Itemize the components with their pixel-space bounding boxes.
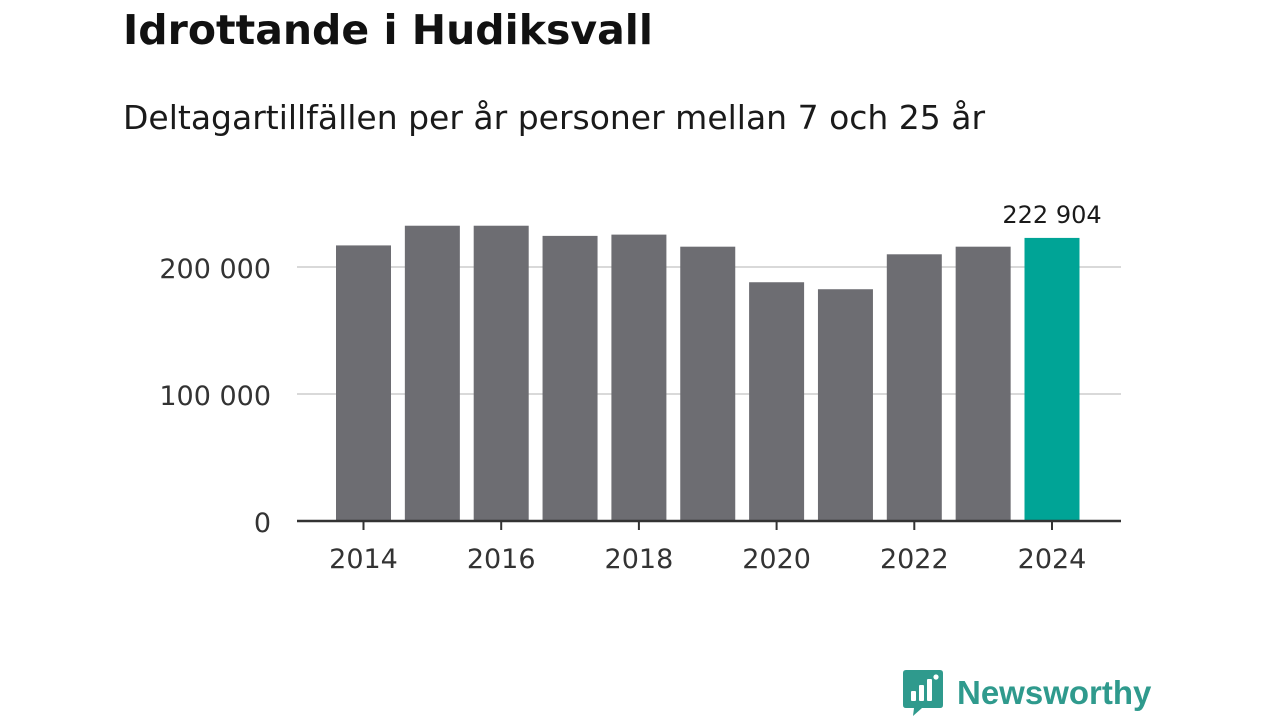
chart-subtitle: Deltagartillfällen per år personer mella…	[123, 98, 986, 137]
bar	[473, 225, 529, 521]
bar	[611, 234, 667, 522]
bar	[404, 225, 460, 521]
bar	[955, 246, 1011, 521]
newsworthy-logo-icon	[903, 670, 943, 716]
x-tick-label: 2018	[605, 544, 674, 575]
bar	[749, 282, 805, 521]
x-tick-label: 2016	[467, 544, 536, 575]
x-tick-label: 2022	[880, 544, 949, 575]
bar-chart: 0 100 000 200 000 222 904 2014 2016 2018 2020 20…	[159, 201, 1121, 575]
data-label: 222 904	[1002, 201, 1101, 229]
newsworthy-logo: Newsworthy	[903, 670, 1151, 716]
newsworthy-logo-text: Newsworthy	[957, 674, 1152, 711]
x-tick-label: 2024	[1018, 544, 1087, 575]
x-tick-label: 2020	[742, 544, 811, 575]
labels: 0 100 000 200 000 222 904 2014 2016 2018 2020 20…	[159, 201, 1101, 575]
x-tick-label: 2014	[329, 544, 398, 575]
bar-highlight	[1024, 237, 1080, 521]
y-tick-label: 200 000	[159, 254, 271, 285]
y-tick-label: 0	[254, 508, 271, 539]
y-tick-label: 100 000	[159, 381, 271, 412]
bar	[817, 289, 873, 521]
bars	[336, 225, 1080, 522]
bar	[542, 235, 598, 521]
bar	[680, 246, 736, 521]
bar	[336, 245, 391, 521]
chart-title: Idrottande i Hudiksvall	[123, 6, 653, 54]
bar	[886, 254, 942, 522]
x-axis	[297, 519, 1121, 530]
